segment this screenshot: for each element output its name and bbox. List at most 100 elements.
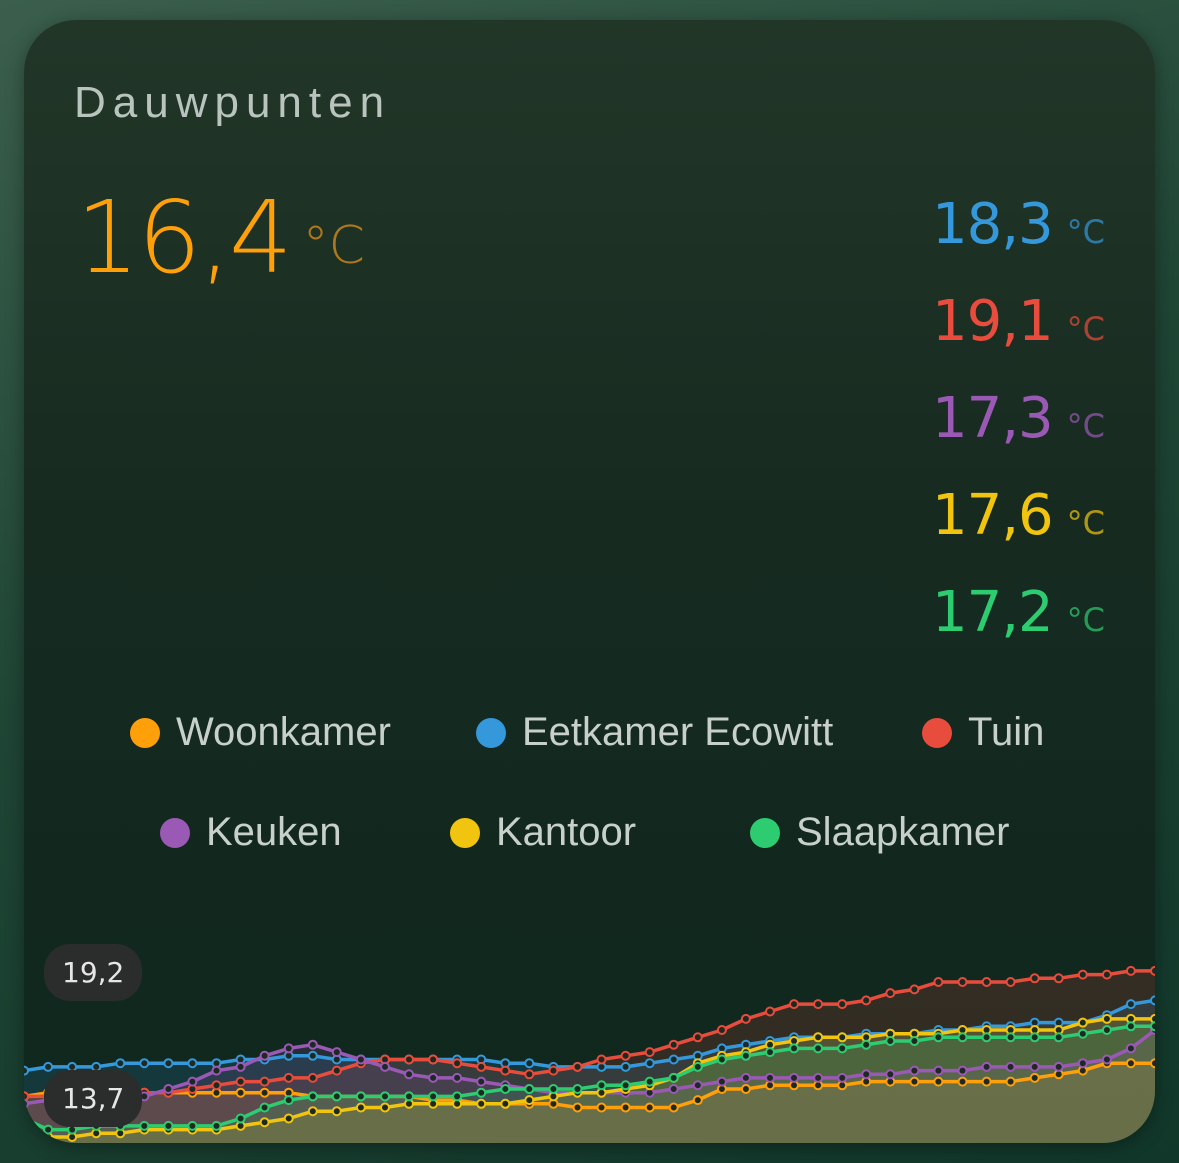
data-point-eetkamer-ecowitt[interactable] [163, 1058, 174, 1069]
data-point-slaapkamer[interactable] [620, 1080, 631, 1091]
data-point-keuken[interactable] [331, 1047, 342, 1058]
data-point-tuin[interactable] [404, 1054, 414, 1065]
data-point-keuken[interactable] [668, 1084, 679, 1094]
data-point-slaapkamer[interactable] [813, 1043, 824, 1054]
data-point-keuken[interactable] [1077, 1058, 1088, 1069]
data-point-slaapkamer[interactable] [644, 1076, 655, 1087]
data-point-slaapkamer[interactable] [187, 1120, 198, 1131]
data-point-kantoor[interactable] [259, 1117, 270, 1128]
data-point-tuin[interactable] [572, 1061, 583, 1072]
data-point-slaapkamer[interactable] [1053, 1032, 1064, 1043]
data-point-keuken[interactable] [981, 1061, 992, 1072]
data-point-slaapkamer[interactable] [692, 1061, 703, 1072]
data-point-keuken[interactable] [307, 1039, 318, 1050]
history-chart[interactable] [24, 900, 1155, 1143]
data-point-tuin[interactable] [24, 1091, 29, 1102]
data-point-woonkamer[interactable] [957, 1076, 968, 1087]
data-point-eetkamer-ecowitt[interactable] [668, 1054, 679, 1065]
data-point-tuin[interactable] [668, 1039, 679, 1050]
data-point-tuin[interactable] [692, 1032, 703, 1043]
data-point-tuin[interactable] [885, 988, 896, 999]
data-point-slaapkamer[interactable] [500, 1084, 511, 1094]
data-point-slaapkamer[interactable] [596, 1080, 607, 1091]
data-point-slaapkamer[interactable] [716, 1054, 727, 1065]
data-point-tuin[interactable] [1125, 965, 1136, 976]
value-keuken[interactable]: 17,3 °C [845, 386, 1105, 483]
data-point-slaapkamer[interactable] [1101, 1025, 1112, 1035]
data-point-slaapkamer[interactable] [307, 1091, 318, 1102]
data-point-woonkamer[interactable] [740, 1084, 751, 1094]
data-point-tuin[interactable] [331, 1065, 342, 1076]
data-point-woonkamer[interactable] [572, 1102, 583, 1113]
data-point-woonkamer[interactable] [933, 1076, 944, 1087]
data-point-eetkamer-ecowitt[interactable] [24, 1065, 29, 1076]
data-point-slaapkamer[interactable] [259, 1102, 270, 1113]
data-point-tuin[interactable] [1029, 973, 1040, 984]
data-point-slaapkamer[interactable] [572, 1084, 583, 1094]
data-point-keuken[interactable] [211, 1065, 222, 1076]
data-point-eetkamer-ecowitt[interactable] [307, 1050, 318, 1061]
data-point-keuken[interactable] [428, 1072, 439, 1083]
data-point-slaapkamer[interactable] [524, 1084, 535, 1094]
data-point-tuin[interactable] [548, 1065, 559, 1076]
data-point-tuin[interactable] [933, 977, 944, 987]
data-point-slaapkamer[interactable] [380, 1091, 390, 1102]
data-point-eetkamer-ecowitt[interactable] [620, 1061, 631, 1072]
data-point-kantoor[interactable] [813, 1032, 824, 1043]
data-point-woonkamer[interactable] [1029, 1072, 1040, 1083]
data-point-slaapkamer[interactable] [765, 1047, 775, 1058]
data-point-keuken[interactable] [1005, 1061, 1016, 1072]
data-point-eetkamer-ecowitt[interactable] [187, 1058, 198, 1069]
data-point-tuin[interactable] [428, 1054, 439, 1065]
data-point-kantoor[interactable] [355, 1102, 366, 1113]
data-point-slaapkamer[interactable] [909, 1036, 920, 1046]
data-point-keuken[interactable] [957, 1065, 968, 1076]
data-point-slaapkamer[interactable] [837, 1043, 848, 1054]
data-point-slaapkamer[interactable] [43, 1124, 54, 1135]
data-point-slaapkamer[interactable] [981, 1032, 992, 1043]
data-point-kantoor[interactable] [380, 1102, 390, 1113]
data-point-slaapkamer[interactable] [24, 1113, 29, 1124]
data-point-kantoor[interactable] [24, 1128, 29, 1139]
data-point-slaapkamer[interactable] [211, 1120, 222, 1131]
data-point-tuin[interactable] [283, 1072, 294, 1083]
data-point-tuin[interactable] [1005, 977, 1016, 987]
data-point-kantoor[interactable] [476, 1098, 487, 1109]
data-point-slaapkamer[interactable] [740, 1050, 751, 1061]
data-point-tuin[interactable] [981, 977, 992, 987]
data-point-kantoor[interactable] [283, 1113, 294, 1124]
data-point-slaapkamer[interactable] [331, 1091, 342, 1102]
data-point-tuin[interactable] [524, 1069, 535, 1080]
data-point-keuken[interactable] [789, 1072, 799, 1083]
dew-point-card[interactable]: Dauwpunten 16,4 °C 18,3 °C 19,1 °C 17,3 … [24, 20, 1155, 1143]
data-point-slaapkamer[interactable] [235, 1113, 246, 1124]
data-point-woonkamer[interactable] [909, 1076, 920, 1087]
data-point-kantoor[interactable] [524, 1095, 535, 1106]
data-point-slaapkamer[interactable] [452, 1091, 463, 1102]
data-point-woonkamer[interactable] [620, 1102, 631, 1113]
data-point-eetkamer-ecowitt[interactable] [1125, 999, 1136, 1010]
data-point-keuken[interactable] [452, 1072, 463, 1083]
data-point-slaapkamer[interactable] [1005, 1032, 1016, 1043]
data-point-keuken[interactable] [1053, 1061, 1064, 1072]
data-point-keuken[interactable] [813, 1072, 824, 1083]
value-slaapkamer[interactable]: 17,2 °C [845, 580, 1105, 677]
data-point-keuken[interactable] [716, 1076, 727, 1087]
legend-item-eetkamer-ecowitt[interactable]: Eetkamer Ecowitt [476, 710, 833, 755]
data-point-keuken[interactable] [187, 1076, 198, 1087]
data-point-slaapkamer[interactable] [163, 1120, 174, 1131]
data-point-woonkamer[interactable] [1150, 1058, 1155, 1069]
data-point-eetkamer-ecowitt[interactable] [524, 1058, 535, 1069]
data-point-tuin[interactable] [644, 1047, 655, 1058]
data-point-keuken[interactable] [933, 1065, 944, 1076]
data-point-keuken[interactable] [235, 1061, 246, 1072]
data-point-keuken[interactable] [404, 1069, 414, 1080]
data-point-keuken[interactable] [837, 1072, 848, 1083]
data-point-woonkamer[interactable] [259, 1087, 270, 1098]
data-point-kantoor[interactable] [500, 1098, 511, 1109]
legend-item-kantoor[interactable]: Kantoor [450, 810, 636, 855]
data-point-keuken[interactable] [861, 1069, 872, 1080]
data-point-tuin[interactable] [500, 1065, 511, 1076]
data-point-slaapkamer[interactable] [957, 1032, 968, 1043]
data-point-eetkamer-ecowitt[interactable] [139, 1058, 150, 1069]
